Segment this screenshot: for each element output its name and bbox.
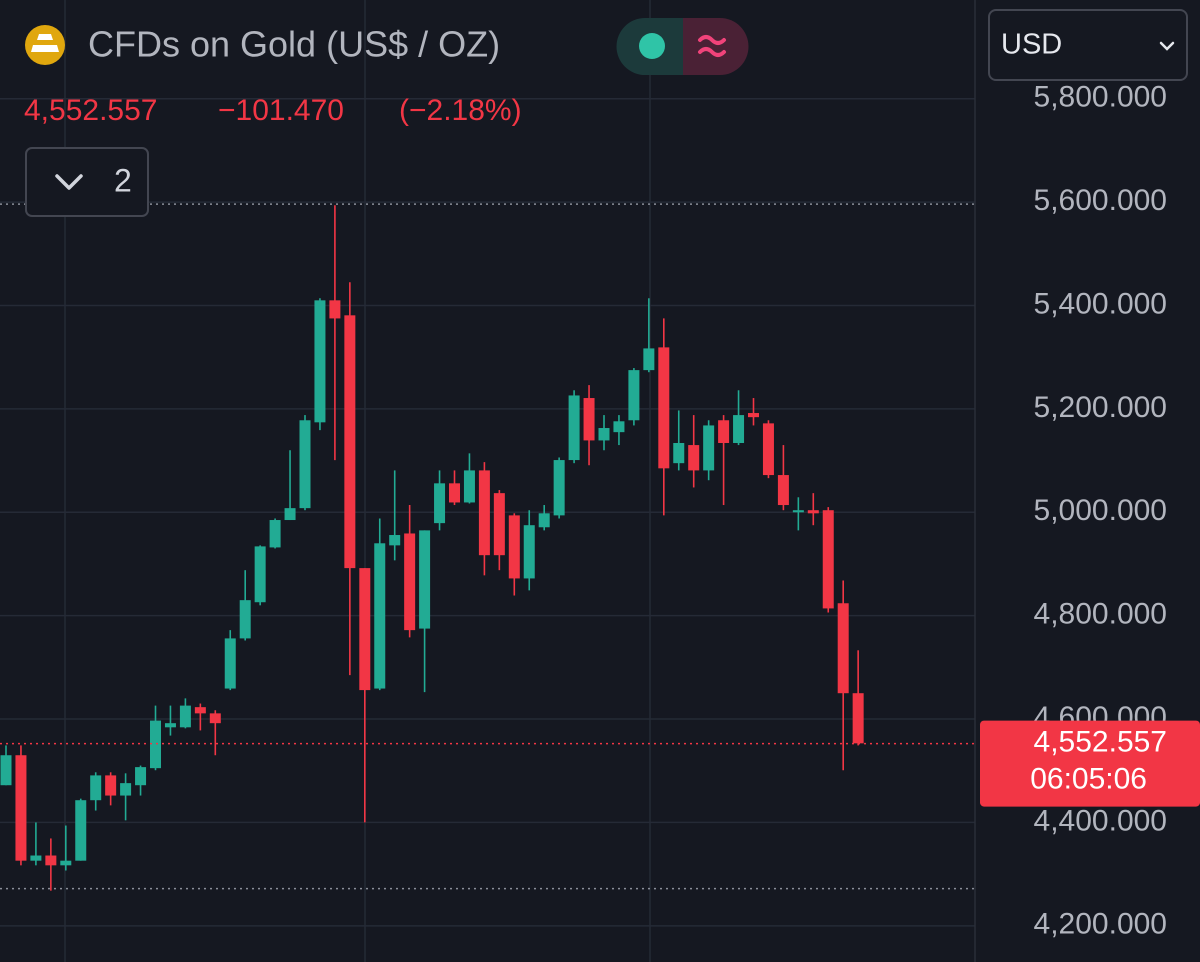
candle-body — [598, 428, 610, 441]
y-tick-label: 5,800.000 — [1034, 81, 1167, 114]
candle-body — [762, 423, 774, 476]
approx-icon — [698, 35, 726, 57]
candle-body — [374, 543, 386, 689]
header: CFDs on Gold (US$ / OZ) 4,552.557 −101.4… — [24, 18, 749, 217]
candle-body — [194, 707, 206, 714]
y-tick-label: 4,400.000 — [1034, 804, 1167, 837]
candle-body — [583, 398, 595, 441]
candle-body — [45, 855, 57, 866]
candle-body — [30, 855, 42, 861]
chevron — [55, 174, 83, 190]
y-tick-label: 5,600.000 — [1034, 184, 1167, 217]
currency-label: USD — [1001, 29, 1062, 61]
candle-body — [523, 525, 535, 579]
price-change: −101.470 — [218, 94, 344, 127]
toggle-right — [683, 18, 749, 75]
candle-body — [658, 347, 670, 469]
candle-body — [688, 445, 700, 471]
chevron — [1159, 41, 1175, 51]
candle-body — [718, 420, 730, 444]
candle-body — [60, 860, 72, 866]
price-axis: 4,200.0004,400.0004,600.0004,800.0005,00… — [1034, 81, 1167, 941]
candle-body — [748, 413, 759, 418]
candle-body — [75, 800, 87, 861]
candle-body — [0, 755, 12, 786]
candle-body — [463, 470, 475, 503]
y-tick-label: 5,000.000 — [1034, 494, 1167, 527]
candle-body — [314, 300, 326, 423]
candle-body — [90, 775, 102, 801]
last-price: 4,552.557 — [24, 94, 157, 127]
price-tag-value: 4,552.557 — [1034, 725, 1167, 758]
candle-body — [508, 515, 520, 579]
candle-body — [15, 755, 27, 861]
candle-body — [329, 300, 341, 319]
button-frame — [25, 147, 149, 217]
candle-body — [389, 535, 401, 546]
price-tag-countdown: 06:05:06 — [1030, 762, 1147, 795]
y-tick-label: 4,800.000 — [1034, 598, 1167, 631]
candle-body — [703, 425, 715, 471]
candle-body — [852, 693, 864, 744]
candle-body — [164, 723, 176, 728]
status-dot — [639, 33, 665, 59]
candle-body — [224, 638, 236, 689]
candle-body — [822, 510, 834, 609]
candle-body — [538, 513, 550, 528]
status-toggle[interactable] — [616, 18, 749, 75]
candle-body — [284, 508, 296, 521]
candle-body — [733, 415, 745, 444]
candle-body — [404, 533, 416, 631]
candle-body — [344, 315, 356, 569]
candle-body — [120, 783, 132, 796]
candle-body — [568, 395, 580, 461]
candle-body — [628, 370, 640, 421]
candle-body — [792, 510, 804, 513]
candle-body — [209, 713, 221, 724]
currency-select[interactable]: USD — [988, 9, 1188, 81]
price-tag: 4,552.557 06:05:06 — [980, 720, 1200, 807]
candle-body — [150, 720, 161, 769]
indicators-button[interactable]: 2 — [25, 147, 149, 217]
candle-body — [837, 603, 849, 694]
plot — [0, 205, 975, 891]
candle-body — [673, 443, 685, 464]
candle-body — [299, 420, 311, 509]
candle-body — [493, 493, 505, 556]
price-tag-box — [980, 720, 1200, 807]
indicator-count: 2 — [114, 162, 132, 198]
select-frame — [988, 9, 1188, 81]
candle-body — [613, 421, 625, 433]
candle-body — [269, 520, 281, 548]
candle-body — [478, 470, 490, 556]
candle-body — [135, 767, 147, 786]
candle-body — [449, 483, 460, 503]
candle-body — [777, 475, 789, 506]
instrument-title: CFDs on Gold (US$ / OZ) — [88, 24, 500, 65]
candle-body — [359, 568, 371, 691]
y-tick-label: 5,200.000 — [1034, 391, 1167, 424]
price-change-pct: (−2.18%) — [399, 94, 522, 127]
candle-body — [553, 460, 565, 516]
candle-body — [239, 600, 251, 639]
candle-body — [254, 546, 266, 603]
candle-body — [434, 483, 446, 524]
candle-body — [419, 530, 431, 629]
candle-body — [807, 510, 819, 514]
gold-icon-bars — [31, 34, 59, 52]
grid — [0, 0, 975, 962]
candle-body — [179, 705, 191, 728]
candle-body — [105, 775, 117, 796]
candle-body — [643, 348, 655, 371]
y-tick-label: 4,200.000 — [1034, 908, 1167, 941]
y-tick-label: 5,400.000 — [1034, 287, 1167, 320]
